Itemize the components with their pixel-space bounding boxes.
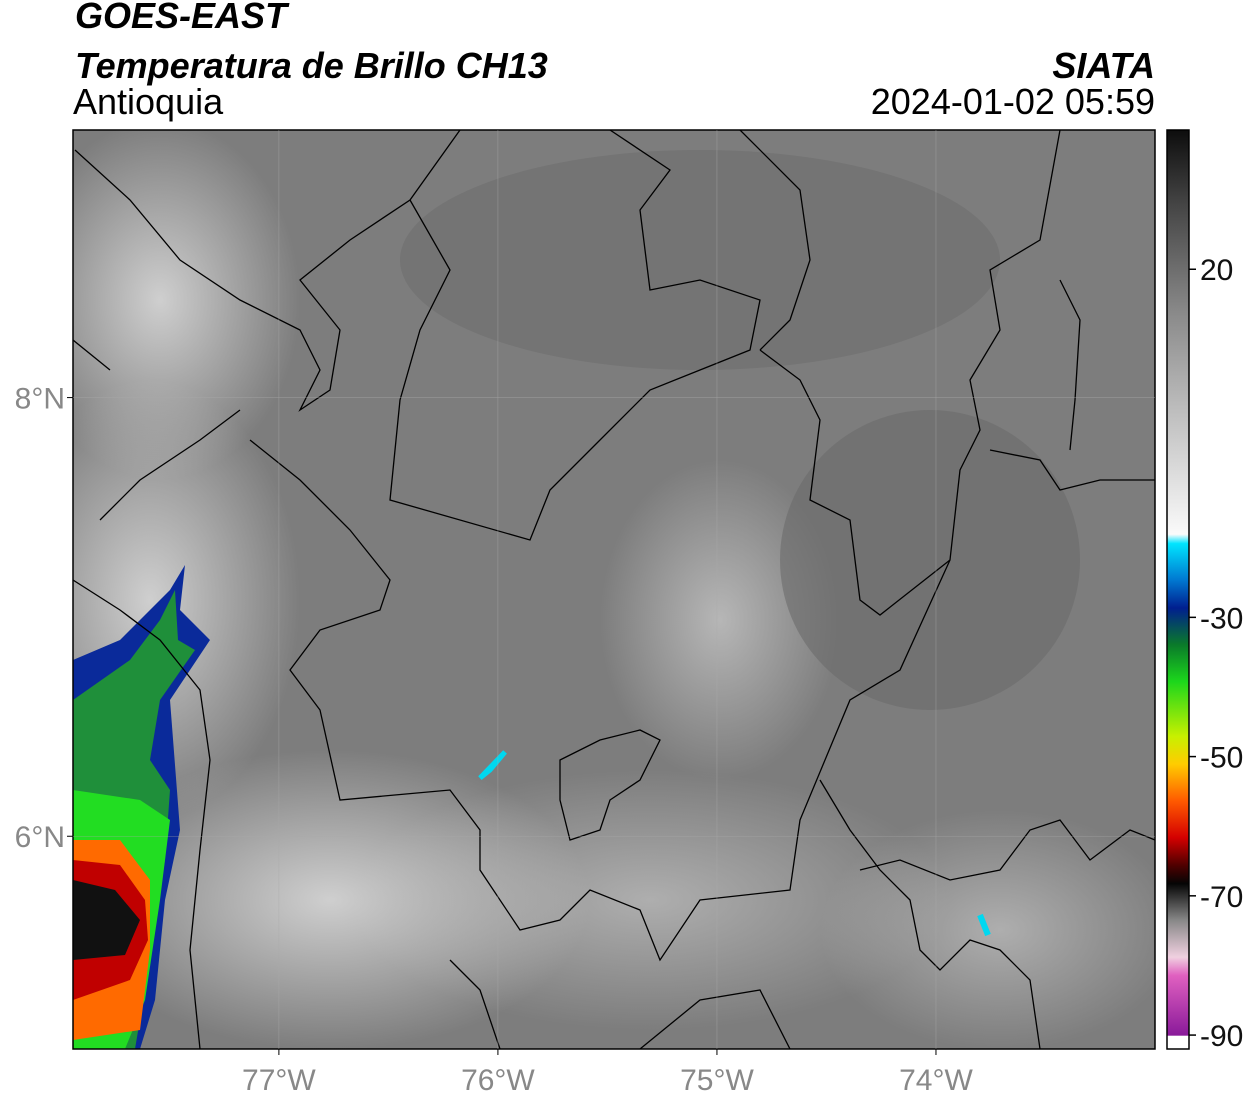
- colorbar-tick-label: 20: [1200, 254, 1233, 287]
- map-image: [73, 130, 1155, 1049]
- map-frame: [72, 129, 1156, 1050]
- x-tick-label: 74°W: [899, 1064, 973, 1097]
- colorbar-tick-label: -90: [1200, 1020, 1243, 1053]
- colorbar-tick-label: -30: [1200, 602, 1243, 635]
- x-tick-label: 75°W: [680, 1064, 754, 1097]
- source: SIATA: [1052, 45, 1155, 86]
- x-tick-label: 77°W: [242, 1064, 316, 1097]
- colorbar-tick-label: -50: [1200, 742, 1243, 775]
- title: GOES-EAST: [75, 0, 290, 36]
- colorbar: [1166, 129, 1190, 1050]
- colorbar-tick-label: -70: [1200, 881, 1243, 914]
- y-tick-label: 8°N: [15, 383, 65, 416]
- y-tick-label: 6°N: [15, 821, 65, 854]
- subtitle: Temperatura de Brillo CH13: [75, 45, 548, 86]
- region: Antioquia: [73, 81, 224, 122]
- x-tick-label: 76°W: [461, 1064, 535, 1097]
- datetime: 2024-01-02 05:59: [871, 81, 1155, 122]
